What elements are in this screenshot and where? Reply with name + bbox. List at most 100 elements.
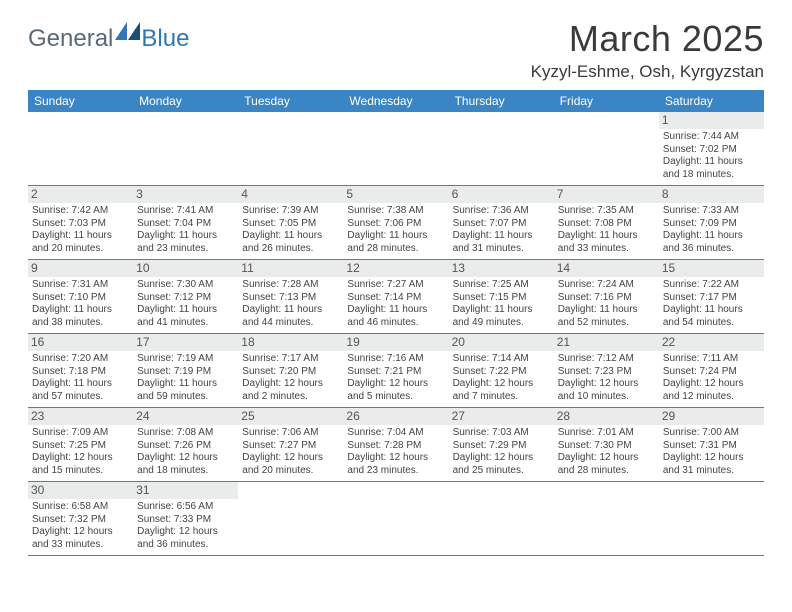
day-cell: 27Sunrise: 7:03 AMSunset: 7:29 PMDayligh… bbox=[449, 408, 554, 481]
sunset-text: Sunset: 7:12 PM bbox=[137, 292, 234, 305]
daylight-text: Daylight: 11 hours bbox=[663, 304, 760, 317]
day-number: 5 bbox=[343, 186, 448, 203]
day-number: 6 bbox=[449, 186, 554, 203]
day-cell: 5Sunrise: 7:38 AMSunset: 7:06 PMDaylight… bbox=[343, 186, 448, 259]
day-number: 29 bbox=[659, 408, 764, 425]
sunrise-text: Sunrise: 7:38 AM bbox=[347, 205, 444, 218]
week-row: 2Sunrise: 7:42 AMSunset: 7:03 PMDaylight… bbox=[28, 186, 764, 260]
daylight-text: and 31 minutes. bbox=[663, 465, 760, 478]
sunset-text: Sunset: 7:27 PM bbox=[242, 440, 339, 453]
daylight-text: and 12 minutes. bbox=[663, 391, 760, 404]
day-cell: 16 Sunrise: 7:20 AMSunset: 7:18 PMDayligh… bbox=[28, 334, 133, 407]
week-row: 9Sunrise: 7:31 AMSunset: 7:10 PMDaylight… bbox=[28, 260, 764, 334]
daylight-text: and 31 minutes. bbox=[453, 243, 550, 256]
logo-text-accent: Blue bbox=[141, 25, 189, 53]
sunrise-text: Sunrise: 7:01 AM bbox=[558, 427, 655, 440]
daylight-text: and 25 minutes. bbox=[453, 465, 550, 478]
daylight-text: Daylight: 12 hours bbox=[137, 452, 234, 465]
sunset-text: Sunset: 7:23 PM bbox=[558, 366, 655, 379]
weeks-container: ......1Sunrise: 7:44 AMSunset: 7:02 PMDa… bbox=[28, 112, 764, 556]
day-cell: . bbox=[449, 112, 554, 185]
sunset-text: Sunset: 7:09 PM bbox=[663, 218, 760, 231]
sunset-text: Sunset: 7:29 PM bbox=[453, 440, 550, 453]
day-cell: 24Sunrise: 7:08 AMSunset: 7:26 PMDayligh… bbox=[133, 408, 238, 481]
sunset-text: Sunset: 7:17 PM bbox=[663, 292, 760, 305]
sunrise-text: Sunrise: 7:39 AM bbox=[242, 205, 339, 218]
sunrise-text: Sunrise: 7:12 AM bbox=[558, 353, 655, 366]
daylight-text: Daylight: 11 hours bbox=[242, 304, 339, 317]
sunrise-text: Sunrise: 7:00 AM bbox=[663, 427, 760, 440]
day-cell: 19Sunrise: 7:16 AMSunset: 7:21 PMDayligh… bbox=[343, 334, 448, 407]
day-number: 25 bbox=[238, 408, 343, 425]
daylight-text: Daylight: 12 hours bbox=[137, 526, 234, 539]
daylight-text: and 36 minutes. bbox=[663, 243, 760, 256]
day-cell: 9Sunrise: 7:31 AMSunset: 7:10 PMDaylight… bbox=[28, 260, 133, 333]
daylight-text: Daylight: 11 hours bbox=[453, 230, 550, 243]
logo-text-main: General bbox=[28, 25, 113, 53]
logo-mark-icon bbox=[115, 22, 141, 45]
daylight-text: and 23 minutes. bbox=[347, 465, 444, 478]
day-cell: 31Sunrise: 6:56 AMSunset: 7:33 PMDayligh… bbox=[133, 482, 238, 555]
daylight-text: Daylight: 12 hours bbox=[453, 452, 550, 465]
day-cell: . bbox=[449, 482, 554, 555]
daylight-text: Daylight: 11 hours bbox=[137, 230, 234, 243]
daylight-text: Daylight: 11 hours bbox=[347, 304, 444, 317]
daylight-text: and 41 minutes. bbox=[137, 317, 234, 330]
sunset-text: Sunset: 7:24 PM bbox=[663, 366, 760, 379]
daylight-text: Daylight: 11 hours bbox=[32, 230, 129, 243]
day-cell: 23Sunrise: 7:09 AMSunset: 7:25 PMDayligh… bbox=[28, 408, 133, 481]
sunrise-text: Sunrise: 7:31 AM bbox=[32, 279, 129, 292]
daylight-text: Daylight: 12 hours bbox=[347, 378, 444, 391]
sunset-text: Sunset: 7:04 PM bbox=[137, 218, 234, 231]
sunrise-text: Sunrise: 7:14 AM bbox=[453, 353, 550, 366]
day-cell: 6Sunrise: 7:36 AMSunset: 7:07 PMDaylight… bbox=[449, 186, 554, 259]
day-cell: . bbox=[554, 112, 659, 185]
week-row: 30Sunrise: 6:58 AMSunset: 7:32 PMDayligh… bbox=[28, 482, 764, 556]
weekday-header: Monday bbox=[133, 90, 238, 112]
daylight-text: and 7 minutes. bbox=[453, 391, 550, 404]
day-cell: 20Sunrise: 7:14 AMSunset: 7:22 PMDayligh… bbox=[449, 334, 554, 407]
day-cell: 13Sunrise: 7:25 AMSunset: 7:15 PMDayligh… bbox=[449, 260, 554, 333]
daylight-text: and 46 minutes. bbox=[347, 317, 444, 330]
daylight-text: and 18 minutes. bbox=[137, 465, 234, 478]
weekday-header: Wednesday bbox=[343, 90, 448, 112]
daylight-text: and 33 minutes. bbox=[558, 243, 655, 256]
weekday-header: Tuesday bbox=[238, 90, 343, 112]
sunset-text: Sunset: 7:19 PM bbox=[137, 366, 234, 379]
day-cell: 1Sunrise: 7:44 AMSunset: 7:02 PMDaylight… bbox=[659, 112, 764, 185]
sunrise-text: Sunrise: 7:19 AM bbox=[137, 353, 234, 366]
week-row: 16Sunrise: 7:20 AMSunset: 7:18 PMDayligh… bbox=[28, 334, 764, 408]
daylight-text: Daylight: 12 hours bbox=[663, 452, 760, 465]
day-cell: 3Sunrise: 7:41 AMSunset: 7:04 PMDaylight… bbox=[133, 186, 238, 259]
daylight-text: and 10 minutes. bbox=[558, 391, 655, 404]
day-number: 13 bbox=[449, 260, 554, 277]
day-number: 21 bbox=[554, 334, 659, 351]
sunset-text: Sunset: 7:06 PM bbox=[347, 218, 444, 231]
daylight-text: and 49 minutes. bbox=[453, 317, 550, 330]
daylight-text: Daylight: 12 hours bbox=[347, 452, 444, 465]
week-row: 23Sunrise: 7:09 AMSunset: 7:25 PMDayligh… bbox=[28, 408, 764, 482]
sunset-text: Sunset: 7:07 PM bbox=[453, 218, 550, 231]
daylight-text: Daylight: 11 hours bbox=[32, 378, 129, 391]
day-number: 15 bbox=[659, 260, 764, 277]
sunrise-text: Sunrise: 7:20 AM bbox=[32, 353, 129, 366]
daylight-text: Daylight: 11 hours bbox=[663, 230, 760, 243]
day-cell: 14Sunrise: 7:24 AMSunset: 7:16 PMDayligh… bbox=[554, 260, 659, 333]
day-cell: 26Sunrise: 7:04 AMSunset: 7:28 PMDayligh… bbox=[343, 408, 448, 481]
sunset-text: Sunset: 7:18 PM bbox=[32, 366, 129, 379]
day-number: 10 bbox=[133, 260, 238, 277]
day-number: 16 bbox=[28, 334, 133, 351]
daylight-text: Daylight: 11 hours bbox=[663, 156, 760, 169]
sunrise-text: Sunrise: 6:58 AM bbox=[32, 501, 129, 514]
daylight-text: and 57 minutes. bbox=[32, 391, 129, 404]
daylight-text: Daylight: 12 hours bbox=[242, 452, 339, 465]
weekday-header-row: SundayMondayTuesdayWednesdayThursdayFrid… bbox=[28, 90, 764, 112]
sunset-text: Sunset: 7:28 PM bbox=[347, 440, 444, 453]
sunset-text: Sunset: 7:30 PM bbox=[558, 440, 655, 453]
sunrise-text: Sunrise: 7:11 AM bbox=[663, 353, 760, 366]
sunset-text: Sunset: 7:31 PM bbox=[663, 440, 760, 453]
day-number: 19 bbox=[343, 334, 448, 351]
day-cell: 7Sunrise: 7:35 AMSunset: 7:08 PMDaylight… bbox=[554, 186, 659, 259]
daylight-text: Daylight: 12 hours bbox=[242, 378, 339, 391]
daylight-text: and 23 minutes. bbox=[137, 243, 234, 256]
